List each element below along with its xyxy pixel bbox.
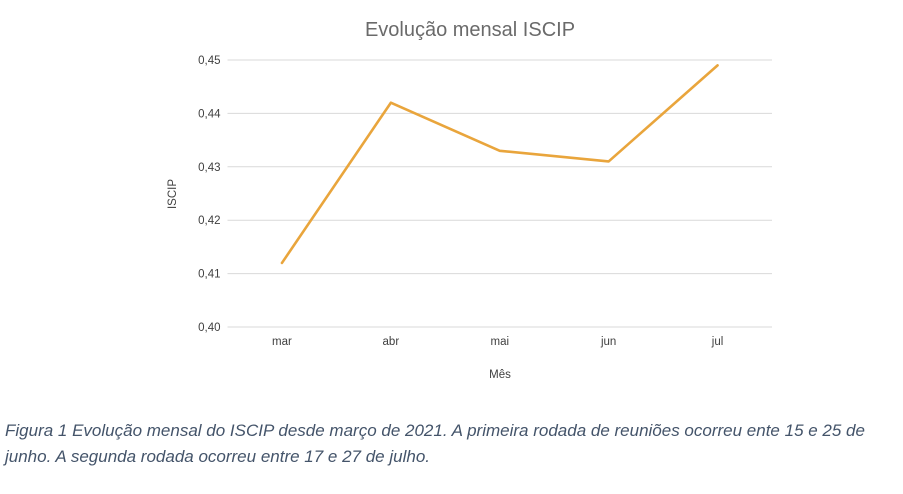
- chart-canvas: 0,40 0,41 0,42 0,43 0,44 0,45 mar abr mai jun jul…: [167, 19, 772, 381]
- y-tick-labels-group: 0,40 0,41 0,42 0,43 0,44 0,45: [198, 55, 221, 334]
- figure-caption-line-1: Figura 1 Evolução mensal do ISCIP desde …: [5, 421, 865, 440]
- x-tick-label: jul: [711, 336, 724, 348]
- series-group: [280, 64, 719, 265]
- x-tick-label: mai: [490, 336, 509, 348]
- figure-caption-line-2: junho. A segunda rodada ocorreu entre 17…: [5, 446, 430, 466]
- x-tick-label: jun: [600, 336, 616, 348]
- y-tick-label: 0,40: [198, 322, 220, 334]
- y-tick-label: 0,45: [198, 55, 220, 67]
- x-tick-labels-group: mar abr mai jun jul: [272, 336, 723, 348]
- y-tick-label: 0,43: [198, 162, 220, 174]
- figure-caption: Figura 1 Evolução mensal do ISCIP desde …: [5, 418, 898, 469]
- y-axis-title: ISCIP: [167, 179, 179, 209]
- gridlines-group: [227, 59, 772, 328]
- y-tick-label: 0,41: [198, 269, 220, 281]
- x-axis-title: Mês: [489, 369, 511, 381]
- x-tick-label: mar: [272, 336, 292, 348]
- y-tick-label: 0,44: [198, 108, 221, 120]
- x-tick-label: abr: [383, 336, 400, 348]
- y-tick-label: 0,42: [198, 215, 220, 227]
- chart-title: Evolução mensal ISCIP: [365, 19, 575, 41]
- iscip-line-chart: 0,40 0,41 0,42 0,43 0,44 0,45 mar abr mai jun jul…: [167, 19, 772, 381]
- iscip-series-line: [280, 64, 719, 265]
